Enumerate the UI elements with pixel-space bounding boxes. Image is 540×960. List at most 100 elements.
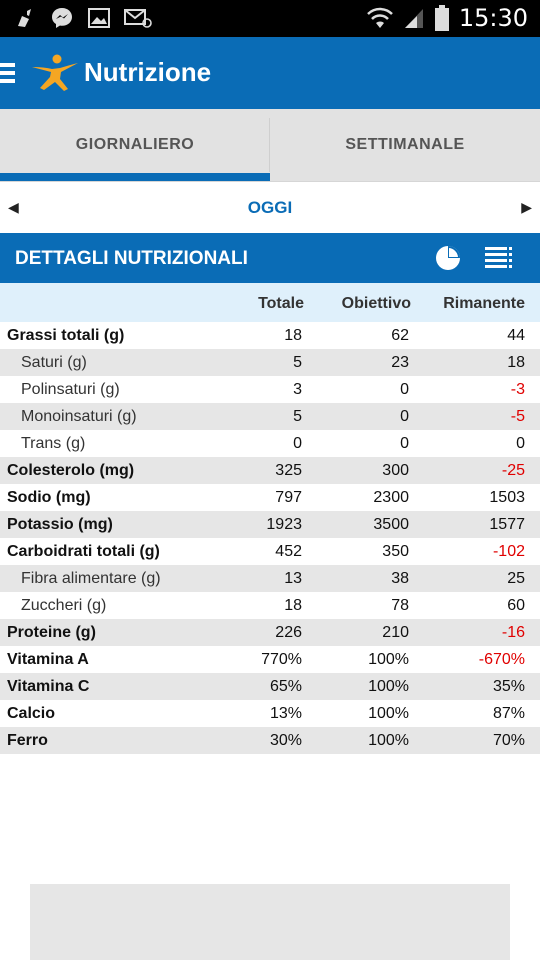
goal-value: 78 [391, 597, 409, 614]
goal-value: 62 [391, 327, 409, 344]
nutrient-name: Potassio (mg) [7, 516, 113, 533]
remaining-value: -102 [492, 543, 525, 560]
clock: 15:30 [458, 4, 528, 32]
total-value: 5 [293, 408, 302, 425]
list-view-icon[interactable] [485, 246, 513, 275]
remaining-value: 60 [507, 597, 525, 614]
signal-icon [403, 7, 425, 29]
gallery-icon [88, 8, 110, 28]
remaining-value: 70% [492, 732, 525, 749]
date-navigator: ◀ OGGI ▶ [0, 181, 540, 233]
wifi-icon [366, 6, 393, 30]
total-value: 226 [275, 624, 302, 641]
nutrient-name: Grassi totali (g) [7, 327, 125, 344]
system-icons: 15:30 [366, 4, 528, 32]
nutrient-name: Polinsaturi (g) [21, 381, 120, 398]
cleaner-icon [14, 7, 36, 29]
pie-chart-icon[interactable] [435, 245, 461, 276]
nutrient-name: Ferro [7, 732, 48, 749]
column-total: Totale [258, 295, 304, 312]
battery-icon [434, 5, 449, 31]
remaining-value: 35% [492, 678, 525, 695]
remaining-value: 18 [507, 354, 525, 371]
section-header: DETTAGLI NUTRIZIONALI [0, 233, 540, 283]
nutrient-name: Monoinsaturi (g) [21, 408, 137, 425]
remaining-value: 1503 [489, 489, 525, 506]
goal-value: 100% [368, 651, 409, 668]
nutrition-table: Grassi totali (g) 18 62 44 Saturi (g) 5 23 18 … [0, 322, 540, 754]
previous-day-arrow-icon[interactable]: ◀ [8, 199, 19, 215]
hamburger-menu-icon[interactable] [0, 63, 15, 83]
table-row: Carboidrati totali (g) 452 350 -102 [0, 538, 540, 565]
remaining-value: 0 [516, 435, 525, 452]
tab-daily-label: GIORNALIERO [75, 136, 195, 153]
section-title: DETTAGLI NUTRIZIONALI [15, 248, 248, 269]
goal-value: 2300 [373, 489, 409, 506]
remaining-value: 1577 [489, 516, 525, 533]
total-value: 13 [284, 570, 302, 587]
goal-value: 100% [368, 732, 409, 749]
table-row: Monoinsaturi (g) 5 0 -5 [0, 403, 540, 430]
table-row: Polinsaturi (g) 3 0 -3 [0, 376, 540, 403]
total-value: 797 [275, 489, 302, 506]
remaining-value: -3 [510, 381, 525, 398]
nutrient-name: Vitamina A [7, 651, 89, 668]
total-value: 452 [275, 543, 302, 560]
goal-value: 350 [382, 543, 409, 560]
goal-value: 100% [368, 678, 409, 695]
remaining-value: 44 [507, 327, 525, 344]
column-remaining: Rimanente [443, 295, 525, 312]
table-row: Calcio 13% 100% 87% [0, 700, 540, 727]
total-value: 18 [284, 597, 302, 614]
total-value: 3 [293, 381, 302, 398]
total-value: 325 [275, 462, 302, 479]
total-value: 30% [269, 732, 302, 749]
table-row: Colesterolo (mg) 325 300 -25 [0, 457, 540, 484]
tab-daily[interactable]: GIORNALIERO [0, 109, 270, 181]
goal-value: 0 [400, 408, 409, 425]
table-row: Vitamina A 770% 100% -670% [0, 646, 540, 673]
remaining-value: -25 [501, 462, 525, 479]
goal-value: 3500 [373, 516, 409, 533]
page-title: Nutrizione [84, 57, 212, 87]
notification-icons [14, 6, 152, 30]
nutrient-name: Carboidrati totali (g) [7, 543, 160, 560]
remaining-value: 25 [507, 570, 525, 587]
current-date-label[interactable]: OGGI [247, 198, 293, 217]
goal-value: 23 [391, 354, 409, 371]
goal-value: 0 [400, 435, 409, 452]
ad-banner[interactable] [30, 884, 510, 960]
total-value: 13% [269, 705, 302, 722]
nutrient-name: Fibra alimentare (g) [21, 570, 161, 587]
table-header: Totale Obiettivo Rimanente [0, 283, 540, 322]
total-value: 770% [261, 651, 302, 668]
remaining-value: -5 [510, 408, 525, 425]
total-value: 65% [269, 678, 302, 695]
tab-weekly-label: SETTIMANALE [345, 136, 465, 153]
email-icon [124, 8, 152, 28]
column-goal: Obiettivo [341, 295, 411, 312]
table-row: Grassi totali (g) 18 62 44 [0, 322, 540, 349]
remaining-value: 87% [492, 705, 525, 722]
table-row: Vitamina C 65% 100% 35% [0, 673, 540, 700]
messenger-icon [50, 6, 74, 30]
goal-value: 38 [391, 570, 409, 587]
remaining-value: -16 [501, 624, 525, 641]
total-value: 1923 [266, 516, 302, 533]
next-day-arrow-icon[interactable]: ▶ [521, 199, 532, 215]
nutrient-name: Sodio (mg) [7, 489, 91, 506]
app-logo-icon [30, 53, 80, 98]
nutrient-name: Vitamina C [7, 678, 90, 695]
table-row: Fibra alimentare (g) 13 38 25 [0, 565, 540, 592]
goal-value: 300 [382, 462, 409, 479]
goal-value: 210 [382, 624, 409, 641]
nutrient-name: Zuccheri (g) [21, 597, 107, 614]
goal-value: 100% [368, 705, 409, 722]
table-row: Saturi (g) 5 23 18 [0, 349, 540, 376]
remaining-value: -670% [478, 651, 525, 668]
table-row: Zuccheri (g) 18 78 60 [0, 592, 540, 619]
tab-bar: GIORNALIERO SETTIMANALE [0, 109, 540, 181]
table-row: Proteine (g) 226 210 -16 [0, 619, 540, 646]
nutrient-name: Trans (g) [21, 435, 86, 452]
tab-weekly[interactable]: SETTIMANALE [270, 109, 540, 181]
